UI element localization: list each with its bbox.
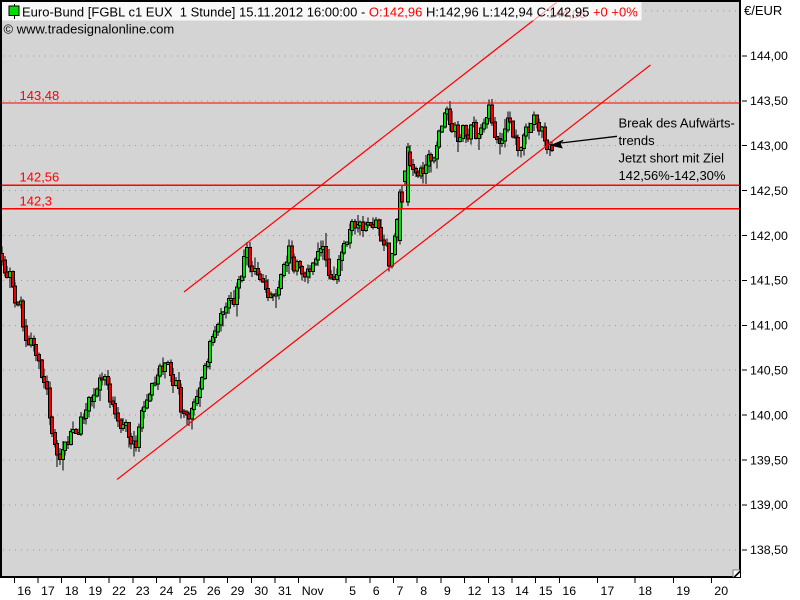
svg-text:12: 12 bbox=[468, 584, 482, 598]
svg-text:18: 18 bbox=[638, 584, 652, 598]
svg-text:20: 20 bbox=[714, 584, 728, 598]
svg-text:143,48: 143,48 bbox=[20, 88, 60, 103]
svg-text:24: 24 bbox=[160, 584, 174, 598]
svg-text:Euro-Bund [FGBL c1 EUX 1 Stun: Euro-Bund [FGBL c1 EUX 1 Stunde] 15.11.2… bbox=[22, 4, 638, 19]
svg-text:139,00: 139,00 bbox=[750, 498, 788, 512]
svg-text:139,50: 139,50 bbox=[750, 453, 788, 467]
svg-text:138,50: 138,50 bbox=[750, 543, 788, 557]
svg-text:30: 30 bbox=[254, 584, 268, 598]
svg-text:© www.tradesignalonline.com: © www.tradesignalonline.com bbox=[4, 22, 175, 37]
svg-text:18: 18 bbox=[65, 584, 79, 598]
svg-text:144,06: 144,06 bbox=[548, 7, 586, 21]
svg-text:19: 19 bbox=[676, 584, 690, 598]
svg-text:143,00: 143,00 bbox=[750, 139, 788, 153]
svg-text:141,00: 141,00 bbox=[750, 319, 788, 333]
svg-text:142,56: 142,56 bbox=[20, 170, 60, 185]
svg-text:140,00: 140,00 bbox=[750, 408, 788, 422]
svg-text:8: 8 bbox=[420, 584, 427, 598]
svg-text:Nov: Nov bbox=[302, 584, 325, 598]
svg-text:142,50: 142,50 bbox=[750, 184, 788, 198]
svg-text:29: 29 bbox=[231, 584, 245, 598]
svg-text:Jetzt short mit Ziel: Jetzt short mit Ziel bbox=[619, 151, 725, 166]
svg-text:31: 31 bbox=[278, 584, 292, 598]
svg-text:22: 22 bbox=[112, 584, 126, 598]
svg-text:7: 7 bbox=[397, 584, 404, 598]
svg-text:trends: trends bbox=[619, 133, 656, 148]
svg-text:143,50: 143,50 bbox=[750, 94, 788, 108]
svg-text:142,3: 142,3 bbox=[20, 194, 53, 209]
svg-text:141,50: 141,50 bbox=[750, 274, 788, 288]
svg-text:14: 14 bbox=[515, 584, 529, 598]
svg-text:144,00: 144,00 bbox=[750, 49, 788, 63]
svg-text:17: 17 bbox=[41, 584, 55, 598]
svg-text:25: 25 bbox=[183, 584, 197, 598]
svg-text:17: 17 bbox=[601, 584, 615, 598]
svg-text:9: 9 bbox=[444, 584, 451, 598]
svg-text:Break des Aufwärts-: Break des Aufwärts- bbox=[619, 116, 735, 131]
svg-text:15: 15 bbox=[539, 584, 553, 598]
svg-text:6: 6 bbox=[373, 584, 380, 598]
svg-text:26: 26 bbox=[207, 584, 221, 598]
svg-text:16: 16 bbox=[562, 584, 576, 598]
svg-text:23: 23 bbox=[136, 584, 150, 598]
svg-text:13: 13 bbox=[491, 584, 505, 598]
svg-text:142,00: 142,00 bbox=[750, 229, 788, 243]
svg-text:142,56%-142,30%: 142,56%-142,30% bbox=[619, 168, 726, 183]
svg-text:€/EUR: €/EUR bbox=[744, 3, 782, 18]
svg-text:5: 5 bbox=[349, 584, 356, 598]
svg-text:16: 16 bbox=[17, 584, 31, 598]
svg-text:140,50: 140,50 bbox=[750, 364, 788, 378]
svg-text:19: 19 bbox=[88, 584, 102, 598]
